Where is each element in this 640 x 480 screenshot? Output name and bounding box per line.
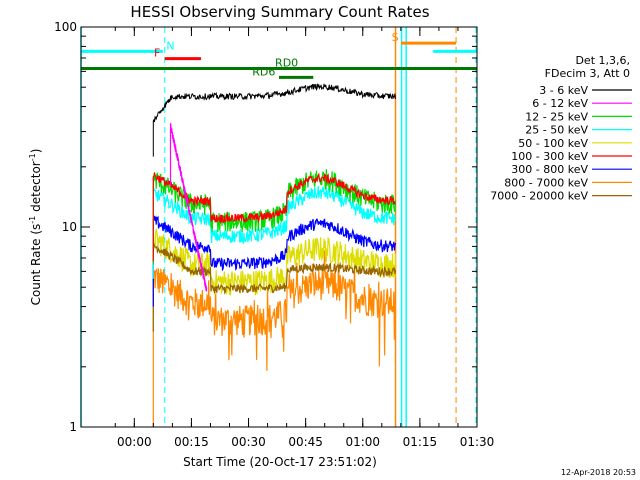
x-tick-label-1: 00:15 — [174, 435, 209, 449]
x-tick-label-6: 01:30 — [460, 435, 495, 449]
y-axis-label-mid: detector — [29, 161, 43, 216]
flag-RD6-label: RD6 — [252, 65, 275, 78]
legend-item-label-5: 100 - 300 keV — [511, 150, 588, 163]
legend-item-label-2: 12 - 25 keV — [525, 110, 588, 123]
legend-item-label-4: 50 - 100 keV — [518, 137, 588, 150]
flag-RD0-label: RD0 — [275, 57, 298, 70]
y-tick-label-2: 100 — [54, 20, 77, 34]
legend-item-label-1: 6 - 12 keV — [532, 97, 588, 110]
series-7-line — [152, 250, 397, 427]
x-tick-label-0: 00:00 — [117, 435, 152, 449]
flag-S-label: S — [392, 31, 399, 44]
legend-header-line2: FDecim 3, Att 0 — [545, 67, 630, 80]
series-5-line — [152, 172, 396, 262]
axes: 1 10 100 00:00 00:15 00:30 00:45 01:00 01:15 01:3… — [54, 20, 494, 449]
y-tick-label-0: 1 — [69, 420, 77, 434]
y-axis-label-close: ) — [29, 149, 43, 154]
series-8-line — [152, 242, 397, 332]
legend-item-label-0: 3 - 6 keV — [539, 84, 588, 97]
y-axis-label-sup2: -1 — [28, 153, 37, 161]
series-2-line — [152, 169, 397, 265]
y-axis-label: Count Rate (s-1 detector-1) — [28, 149, 43, 306]
legend-item-label-6: 300 - 800 keV — [511, 163, 588, 176]
x-tick-label-3: 00:45 — [288, 435, 323, 449]
y-tick-label-1: 10 — [62, 220, 77, 234]
legend-header-line1: Det 1,3,6, — [575, 54, 630, 67]
legend-item-label-7: 800 - 7000 keV — [504, 176, 588, 189]
series-6-line — [152, 215, 397, 307]
x-tick-label-2: 00:30 — [231, 435, 266, 449]
timestamp: 12-Apr-2018 20:53 — [561, 468, 636, 477]
series-0-line — [152, 83, 396, 157]
series-1-line — [169, 123, 208, 292]
legend-item-label-3: 25 - 50 keV — [525, 124, 588, 137]
x-axis-label: Start Time (20-Oct-17 23:51:02) — [183, 455, 377, 469]
y-axis-label-sup: -1 — [28, 216, 37, 224]
flag-N-label: N — [166, 39, 174, 52]
chart-title: HESSI Observing Summary Count Rates — [130, 3, 429, 21]
legend-item-label-8: 7000 - 20000 keV — [490, 190, 588, 203]
y-axis-label-main: Count Rate (s — [29, 224, 43, 306]
series-3-line — [152, 185, 397, 279]
flag-F-label: F — [154, 47, 160, 60]
x-tick-label-5: 01:15 — [403, 435, 438, 449]
x-tick-label-4: 01:00 — [345, 435, 380, 449]
